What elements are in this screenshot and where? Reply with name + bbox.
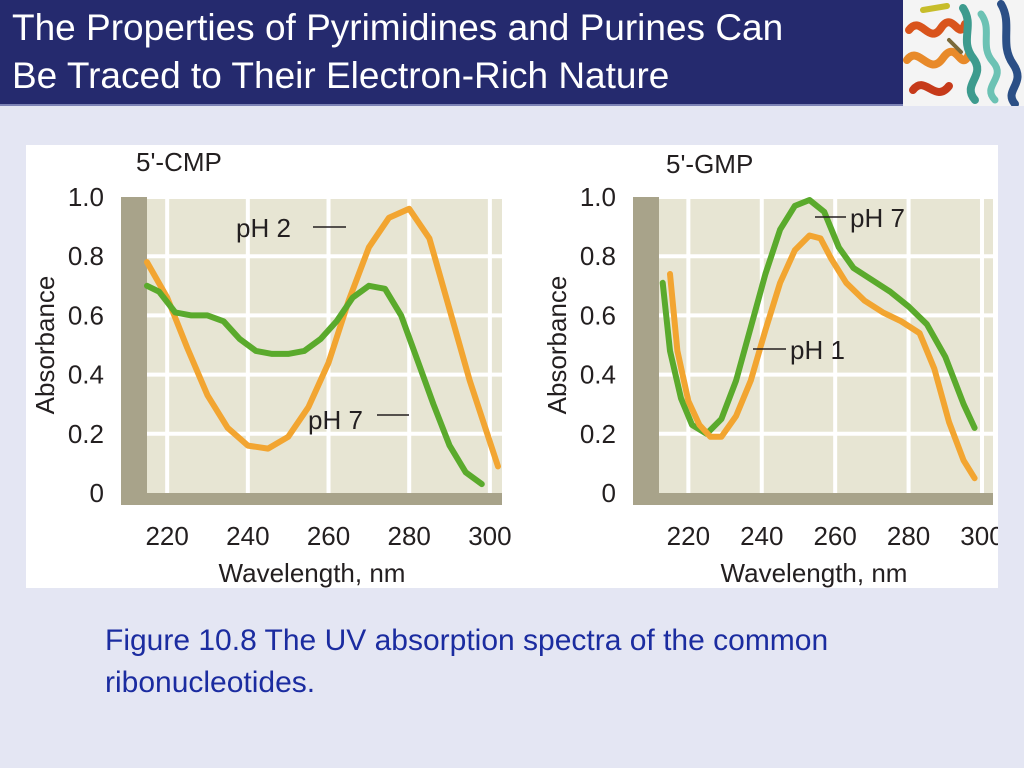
cmp-plot-area <box>147 197 502 493</box>
cmp-ylabel: Absorbance <box>30 276 60 415</box>
cmp-xtick-label: 260 <box>307 521 350 551</box>
gmp-ytick-label: 0.8 <box>580 241 616 271</box>
cmp-ph7-label: pH 7 <box>308 405 363 435</box>
cmp-xtick-label: 240 <box>226 521 269 551</box>
chart-cmp: 5'-CMP Absorbance Wavelength, nm 220 240 2… <box>30 147 512 588</box>
cmp-ytick-label: 0.8 <box>68 241 104 271</box>
protein-helix-ribbon-graphic <box>903 0 1024 108</box>
gmp-series-ph1-line <box>667 232 978 482</box>
gmp-bottom-band <box>633 493 993 505</box>
gmp-xlabel: Wavelength, nm <box>721 558 908 588</box>
gmp-ylabel: Absorbance <box>542 276 572 415</box>
cmp-series-ph2-line <box>144 205 501 470</box>
gmp-ytick-label: 0.2 <box>580 419 616 449</box>
caption-line-2: ribonucleotides. <box>105 666 316 699</box>
cmp-ph2-label: pH 2 <box>236 213 291 243</box>
caption-line-1: Figure 10.8 The UV absorption spectra of… <box>105 624 829 657</box>
slide-title-line-2: Be Traced to Their Electron-Rich Nature <box>12 55 670 96</box>
cmp-ytick-label: 1.0 <box>68 182 104 212</box>
slide-title: The Properties of Pyrimidines and Purine… <box>12 4 892 100</box>
gmp-xtick-label: 260 <box>813 521 856 551</box>
cmp-xlabel: Wavelength, nm <box>219 558 406 588</box>
cmp-tick-labels: 220 240 260 280 300 0 0.2 0.4 0.6 0.8 1.0 <box>68 182 512 551</box>
gmp-xtick-label: 240 <box>740 521 783 551</box>
protein-helix-ribbon-icon <box>903 0 1024 108</box>
gmp-left-band <box>633 197 659 505</box>
chart-gmp: 5'-GMP Absorbance Wavelength, nm 220 240 2… <box>542 149 1004 588</box>
cmp-xtick-label: 280 <box>388 521 431 551</box>
figure-caption: Figure 10.8 The UV absorption spectra of… <box>105 620 985 704</box>
cmp-bottom-band <box>121 493 502 505</box>
cmp-ytick-label: 0 <box>90 478 104 508</box>
gmp-ph1-label: pH 1 <box>790 335 845 365</box>
cmp-xtick-label: 220 <box>145 521 188 551</box>
cmp-ytick-label: 0.4 <box>68 360 104 390</box>
gmp-xtick-label: 220 <box>667 521 710 551</box>
gmp-title: 5'-GMP <box>666 149 753 179</box>
figure-panel: 5'-CMP Absorbance Wavelength, nm 220 240 2… <box>26 145 1004 588</box>
cmp-left-band <box>121 197 147 505</box>
title-bar: The Properties of Pyrimidines and Purine… <box>0 0 903 106</box>
gmp-tick-labels: 220 240 260 280 300 0 0.2 0.4 0.6 0.8 1.0 <box>580 182 1004 551</box>
gmp-curves <box>659 197 978 482</box>
figure-svg: 5'-CMP Absorbance Wavelength, nm 220 240 2… <box>30 147 1004 588</box>
cmp-ytick-label: 0.2 <box>68 419 104 449</box>
cmp-title: 5'-CMP <box>136 147 222 177</box>
gmp-ytick-label: 0.4 <box>580 360 616 390</box>
gmp-xtick-label: 280 <box>887 521 930 551</box>
gmp-xtick-label: 300 <box>960 521 998 551</box>
cmp-ytick-label: 0.6 <box>68 300 104 330</box>
slide-title-line-1: The Properties of Pyrimidines and Purine… <box>12 7 784 48</box>
gmp-ph7-label: pH 7 <box>850 203 905 233</box>
gmp-ytick-label: 1.0 <box>580 182 616 212</box>
cmp-series-ph7-line <box>144 282 485 488</box>
gmp-series-ph7-line <box>659 197 978 437</box>
cmp-xtick-label: 300 <box>468 521 511 551</box>
gmp-ytick-label: 0.6 <box>580 300 616 330</box>
cmp-curves <box>144 205 501 488</box>
gmp-ytick-label: 0 <box>602 478 616 508</box>
